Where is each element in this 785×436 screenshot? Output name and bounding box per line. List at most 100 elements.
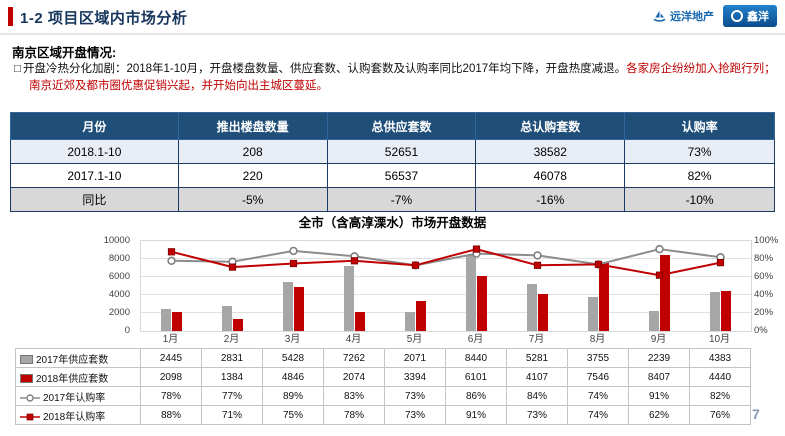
y-axis-left: 0 2000 4000 6000 8000 10000 [86,235,134,336]
data-table-legend-cell: 2017年认购率 [15,386,141,406]
data-table-value-cell: 88% [140,405,202,425]
data-table-value-cell: 4440 [689,367,751,387]
data-table-value-cell: 84% [506,386,568,406]
month-label: 7月 [528,334,545,345]
sino-ocean-logo: 远洋地产 [652,8,714,24]
market-chart: 全市（含高淳溧水）市场开盘数据 0 2000 4000 6000 8000 10000 0… [0,206,785,436]
data-table-value-cell: 89% [262,386,324,406]
bar-2017年供应套数 [648,310,659,331]
data-table-value-cell: 5281 [506,348,568,368]
gridline [141,294,751,295]
data-table-row: 2018年认购率 88% 71% 75% 78% 73% 91% 73% 74% 62% 76% [15,405,751,425]
data-table-row: 2018年供应套数 2098 1384 4846 2074 3394 6101 4107 754… [15,367,751,387]
chart-data-table: 2017年供应套数 2445 2831 5428 7262 2071 8440 5281 375… [15,348,751,425]
data-table-series-name: 2018年认购率 [43,411,106,423]
data-table-value-cell: 2074 [323,367,385,387]
stats-cell: 同比 [10,187,179,212]
bar-2018年供应套数 [415,300,426,331]
data-table-value-cell: 73% [384,405,446,425]
stats-cell: 38582 [475,139,626,164]
left-axis-tick: 0 [124,325,130,336]
data-table-value-cell: 75% [262,405,324,425]
left-axis-tick: 2000 [108,307,130,318]
data-table-value-cell: 5428 [262,348,324,368]
gridline [141,312,751,313]
data-table-value-cell: 3755 [567,348,629,368]
stats-cell: 73% [624,139,775,164]
sailboat-icon [653,10,666,22]
data-table-row: 2017年认购率 78% 77% 89% 83% 73% 86% 84% 74% 91% 82% [15,386,751,406]
legend-line-icon [20,394,40,402]
data-table-value-cell: 4383 [689,348,751,368]
legend-bar-icon [20,355,33,365]
data-table-value-cell: 2239 [628,348,690,368]
chart-title: 全市（含高淳溧水）市场开盘数据 [298,216,487,230]
stats-header-cell: 总供应套数 [326,112,477,140]
partner-logo-icon [731,10,743,22]
stats-header-cell: 推出楼盘数量 [177,112,328,140]
right-axis-tick: 100% [754,235,779,246]
stats-cell: 2018.1-10 [10,139,179,164]
data-table-value-cell: 3394 [384,367,446,387]
data-table-value-cell: 74% [567,386,629,406]
right-axis-tick: 20% [754,307,774,318]
data-table-value-cell: 74% [567,405,629,425]
left-axis-tick: 8000 [108,253,130,264]
data-table-value-cell: 78% [323,405,385,425]
partner-logo: 鑫洋 [723,5,777,27]
data-table-value-cell: 2098 [140,367,202,387]
data-table-value-cell: 1384 [201,367,263,387]
month-label: 4月 [345,334,362,345]
data-table-value-cell: 73% [506,405,568,425]
bar-2017年供应套数 [160,309,171,331]
bar-2017年供应套数 [221,305,232,331]
stats-cell: -5% [177,187,328,212]
right-axis-tick: 60% [754,271,774,282]
bullet-glyph: □ [14,63,21,75]
data-table-value-cell: 8407 [628,367,690,387]
bar-2017年供应套数 [282,282,293,331]
data-table-value-cell: 7262 [323,348,385,368]
bar-2017年供应套数 [587,297,598,331]
data-table-value-cell: 77% [201,386,263,406]
line-series-overlay [167,244,725,279]
data-table-legend-cell: 2018年认购率 [15,405,141,425]
stats-cell: -7% [326,187,477,212]
data-table-series-name: 2017年供应套数 [36,354,109,366]
bar-2018年供应套数 [476,276,487,331]
month-label: 1月 [162,334,179,345]
stats-row: 同比 -5% -7% -16% -10% [10,187,775,212]
data-table-value-cell: 78% [140,386,202,406]
logos: 远洋地产 鑫洋 [652,5,777,27]
data-table-value-cell: 73% [384,386,446,406]
data-table-value-cell: 91% [445,405,507,425]
data-table-value-cell: 4846 [262,367,324,387]
data-table-value-cell: 76% [689,405,751,425]
stats-header-cell: 月份 [10,112,179,140]
data-table-value-cell: 71% [201,405,263,425]
stats-cell: 82% [624,163,775,188]
bar-2017年供应套数 [526,283,537,331]
bar-2018年供应套数 [293,287,304,331]
month-axis: 1月 2月 3月 4月 5月 6月 7月 8月 9月 10月 [140,332,750,348]
data-table-value-cell: 7546 [567,367,629,387]
section-heading: 南京区域开盘情况: [12,46,117,60]
header: 1-2 项目区域内市场分析 远洋地产 鑫洋 [0,0,785,35]
stats-cell: -16% [475,187,626,212]
month-label: 6月 [467,334,484,345]
stats-table: 月份 推出楼盘数量 总供应套数 总认购套数 认购率 2018.1-10 208 52651 38… [10,112,775,212]
data-table-row: 2017年供应套数 2445 2831 5428 7262 2071 8440 5281 375… [15,348,751,368]
month-label: 2月 [223,334,240,345]
data-table-series-name: 2017年认购率 [43,392,106,404]
data-table-value-cell: 62% [628,405,690,425]
page-title: 1-2 项目区域内市场分析 [20,10,188,27]
month-label: 5月 [406,334,423,345]
note-text-red: 各家房企纷纷加入抢跑行列；南京近郊及都市圈优惠促销兴起，并开始向出主城区蔓延。 [29,63,776,92]
bar-2018年供应套数 [171,312,182,331]
month-label: 3月 [284,334,301,345]
gridline [141,276,751,277]
month-label: 9月 [650,334,667,345]
stats-cell: 46078 [475,163,626,188]
data-table-value-cell: 6101 [445,367,507,387]
